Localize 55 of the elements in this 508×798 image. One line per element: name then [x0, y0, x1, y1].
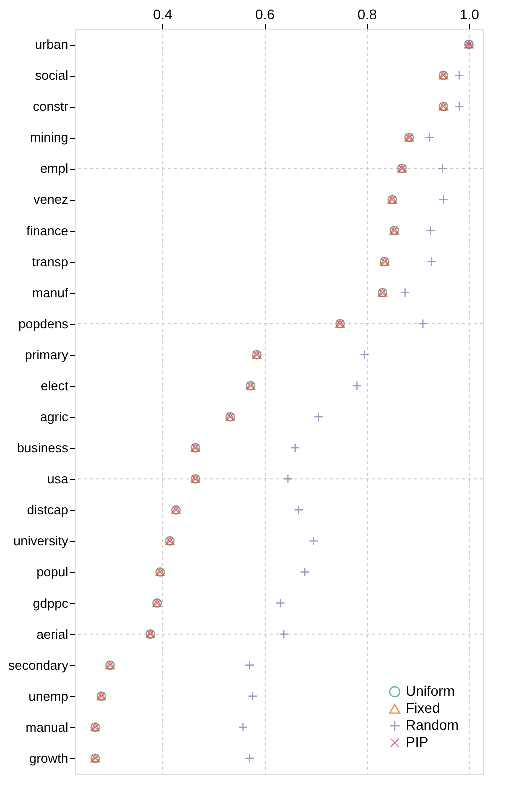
legend-label: PIP	[406, 734, 429, 750]
y-tick-label: venez	[34, 192, 68, 208]
point	[245, 754, 255, 764]
point	[400, 288, 410, 298]
point	[294, 505, 304, 515]
point	[276, 598, 286, 608]
y-tick-label: urban	[35, 37, 68, 52]
y-tick-label: aerial	[36, 626, 69, 642]
point	[426, 226, 436, 236]
legend-label: Uniform	[406, 683, 456, 699]
point	[454, 70, 464, 80]
point	[425, 132, 435, 142]
y-tick-label: business	[17, 440, 69, 456]
y-tick-label: mining	[30, 130, 68, 146]
y-tick-label: gdppc	[33, 596, 69, 611]
point	[427, 257, 437, 267]
legend-label: Fixed	[406, 700, 440, 716]
y-tick-label: growth	[29, 750, 68, 766]
y-tick-label: unemp	[28, 688, 68, 704]
point	[290, 443, 300, 453]
y-tick-label: primary	[25, 347, 69, 362]
y-tick-label: social	[35, 68, 69, 84]
point	[360, 350, 370, 360]
x-tick-label: 1.0	[460, 6, 480, 22]
point	[438, 194, 448, 205]
point	[352, 381, 362, 391]
y-tick-label: empl	[40, 161, 69, 176]
y-tick-label: popdens	[18, 316, 69, 332]
point	[454, 102, 464, 112]
point	[300, 567, 310, 578]
y-tick-label: distcap	[27, 502, 68, 518]
legend-label: Random	[406, 717, 459, 733]
y-tick-label: agric	[40, 410, 69, 425]
x-tick-label: 0.4	[153, 6, 173, 22]
point	[308, 536, 319, 546]
point	[279, 630, 289, 640]
point	[245, 660, 255, 670]
point	[418, 319, 428, 329]
y-tick-label: university	[14, 534, 69, 549]
y-tick-label: manual	[26, 720, 69, 735]
y-tick-label: secondary	[8, 658, 69, 673]
point	[283, 474, 293, 484]
point	[438, 164, 448, 174]
x-tick-label: 0.8	[358, 6, 378, 22]
y-tick-label: manuf	[32, 285, 69, 300]
y-tick-label: finance	[26, 223, 68, 238]
y-tick-label: constr	[33, 99, 70, 114]
point	[314, 412, 324, 422]
y-tick-label: popul	[36, 564, 69, 580]
y-tick-label: usa	[48, 472, 70, 487]
y-tick-label: transp	[32, 254, 68, 270]
point	[248, 692, 258, 702]
y-tick-label: elect	[41, 378, 69, 394]
point	[238, 722, 248, 732]
x-tick-label: 0.6	[255, 6, 276, 22]
